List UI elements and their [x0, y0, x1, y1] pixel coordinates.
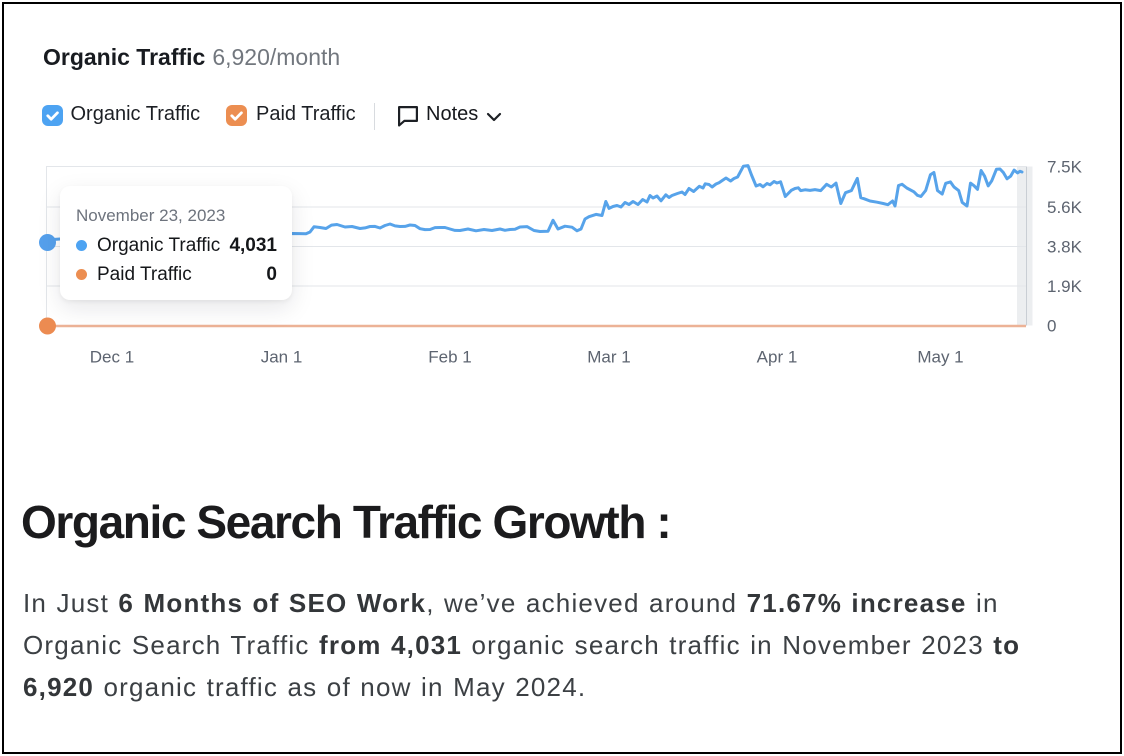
svg-text:7.5K: 7.5K	[1047, 158, 1083, 177]
svg-text:5.6K: 5.6K	[1047, 198, 1083, 217]
svg-text:1.9K: 1.9K	[1047, 277, 1083, 296]
svg-text:Jan 1: Jan 1	[261, 348, 303, 367]
svg-text:3.8K: 3.8K	[1047, 238, 1083, 257]
svg-text:0: 0	[1047, 317, 1056, 336]
svg-text:May 1: May 1	[917, 348, 963, 367]
svg-text:Mar 1: Mar 1	[587, 348, 630, 367]
svg-text:Dec 1: Dec 1	[90, 348, 134, 367]
svg-text:Feb 1: Feb 1	[428, 348, 471, 367]
svg-text:Apr 1: Apr 1	[757, 348, 798, 367]
